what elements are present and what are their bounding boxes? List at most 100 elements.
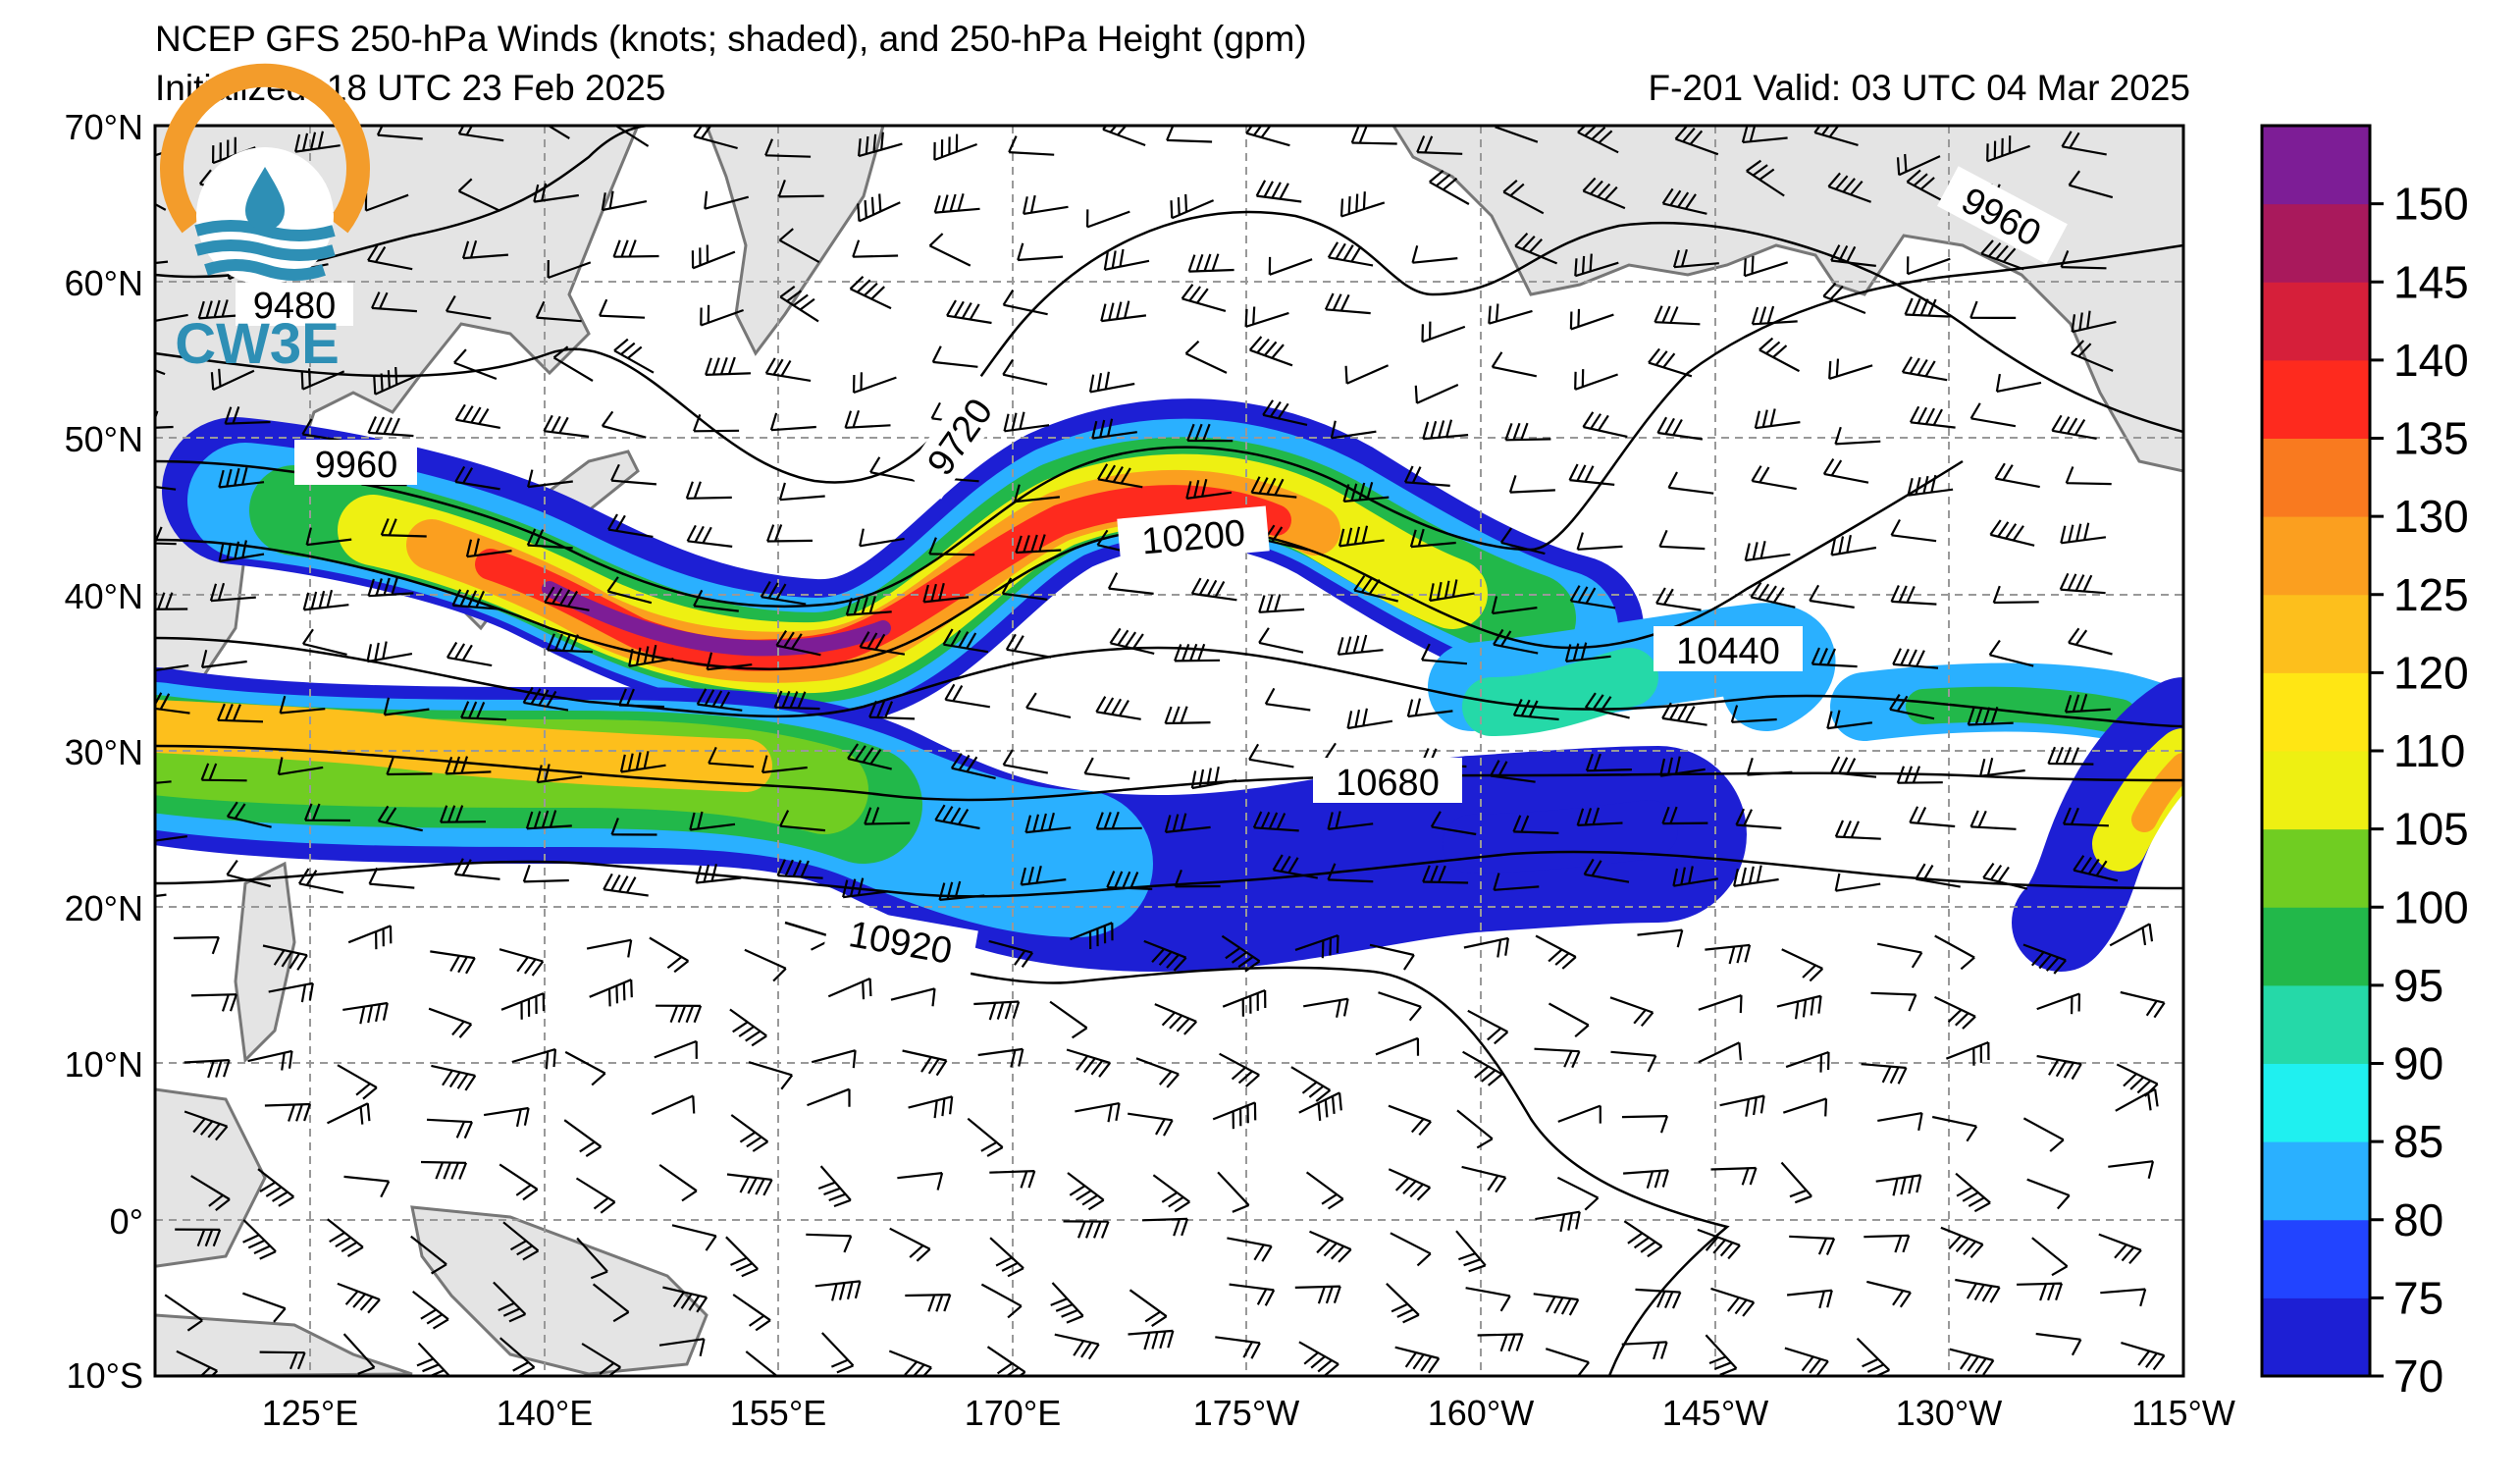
- wind-barb: [2073, 855, 2119, 882]
- wind-barb: [453, 858, 500, 880]
- wind-barb: [1186, 423, 1234, 443]
- wind-barb: [1455, 1230, 1487, 1273]
- wind-barb: [1422, 865, 1469, 884]
- wind-barb: [2060, 522, 2107, 545]
- wind-barb: [1465, 1287, 1511, 1312]
- wind-barb: [928, 233, 971, 267]
- wind-barb: [1212, 1101, 1257, 1130]
- wind-barb: [973, 1000, 1021, 1021]
- wind-barb: [821, 1332, 855, 1374]
- wind-barb: [1698, 994, 1743, 1014]
- wind-barb: [1330, 420, 1377, 440]
- wind-barb: [218, 467, 265, 489]
- wind-barb: [1969, 402, 2017, 428]
- wind-barb: [601, 410, 647, 439]
- wind-barb: [1789, 1235, 1836, 1255]
- wind-barb: [1585, 753, 1632, 772]
- wind-barb: [601, 190, 648, 212]
- land-kamchatka: [705, 126, 885, 356]
- wind-barb: [1128, 1112, 1174, 1137]
- colorbar-tick-label: 110: [2393, 725, 2465, 776]
- wind-barb: [2068, 627, 2113, 656]
- wind-barb: [2036, 992, 2081, 1015]
- wind-barb: [2071, 310, 2117, 334]
- wind-barb: [849, 276, 892, 310]
- wind-barb: [1411, 245, 1458, 264]
- wind-barb: [1290, 1066, 1332, 1102]
- wind-barb: [1890, 518, 1937, 543]
- wind-barb: [1979, 757, 2025, 777]
- wind-barb: [380, 518, 427, 538]
- lon-label: 130°W: [1896, 1393, 2002, 1433]
- colorbar-swatch: [2262, 516, 2370, 596]
- wind-barb: [761, 755, 808, 774]
- map-frame: [153, 124, 2185, 1378]
- wind-barb: [1674, 126, 1719, 156]
- colorbar-tick-label: 75: [2393, 1272, 2443, 1323]
- wind-barb: [950, 753, 996, 779]
- wind-barb: [1023, 194, 1069, 215]
- wind-barb: [1083, 757, 1130, 780]
- wind-barb: [1353, 575, 1398, 603]
- wind-barb: [1743, 255, 1789, 278]
- wind-barb: [656, 1004, 703, 1024]
- wind-barb: [428, 1007, 473, 1038]
- wind-barb: [1744, 541, 1791, 562]
- wind-barb: [944, 683, 990, 709]
- wind-barb: [1488, 303, 1533, 325]
- wind-barb: [526, 528, 573, 550]
- wind-barb: [1095, 811, 1142, 830]
- wind-barb: [371, 291, 417, 313]
- wind-barb: [1584, 692, 1630, 719]
- wind-barb: [1054, 1333, 1100, 1360]
- contour-label-group: 9480 9960 9720 10200 9960 10440 10680 1: [236, 166, 2068, 976]
- land-philippines: [234, 861, 296, 1064]
- wind-barb: [2061, 131, 2107, 156]
- wind-barb: [852, 372, 897, 395]
- wind-barb: [294, 131, 341, 153]
- wind-barb: [533, 183, 579, 203]
- wind-barb: [1556, 1176, 1600, 1211]
- colorbar-tick-label: 135: [2393, 413, 2469, 464]
- contour-10920: [155, 850, 2183, 898]
- lat-label: 50°N: [65, 419, 143, 459]
- wind-barb: [1394, 1346, 1441, 1374]
- wind-barb: [977, 1047, 1024, 1068]
- wind-barb: [259, 1351, 306, 1370]
- wind-barb: [1421, 643, 1467, 665]
- wind-barb: [725, 1236, 759, 1278]
- wind-barb: [1221, 934, 1261, 973]
- wind-barb: [864, 807, 911, 825]
- wind-barb: [1185, 479, 1233, 500]
- wind-barb: [1934, 934, 1975, 971]
- wind-barb: [1252, 811, 1299, 832]
- wind-barb: [155, 369, 166, 376]
- wind-barb: [1967, 707, 2014, 726]
- land-indonesia: [155, 1313, 413, 1376]
- wind-barb: [1609, 996, 1654, 1028]
- wind-barb: [922, 582, 970, 604]
- wind-barb: [654, 1039, 698, 1059]
- wind-barb: [1969, 810, 2017, 830]
- wind-barb: [262, 944, 308, 971]
- wind-barb: [1834, 820, 1881, 840]
- wind-barb: [1298, 1341, 1339, 1376]
- wind-barb: [302, 589, 349, 611]
- wind-barb: [859, 528, 905, 548]
- wind-barb: [934, 804, 980, 830]
- wind-barb: [1097, 463, 1143, 489]
- wind-barb: [1782, 1097, 1828, 1117]
- wind-barb: [305, 527, 352, 547]
- wind-barb: [1467, 1009, 1509, 1045]
- wind-barb: [454, 403, 500, 429]
- wind-barb: [430, 950, 476, 975]
- wind-barb: [1568, 463, 1615, 486]
- wind-barb: [1164, 813, 1211, 833]
- wind-barb: [704, 190, 749, 210]
- wind-barb: [2060, 249, 2107, 270]
- wind-barb: [342, 1333, 376, 1375]
- cw3e-logo: CW3E: [160, 63, 370, 376]
- wind-barb: [155, 592, 188, 610]
- wind-barb: [1826, 710, 1873, 730]
- wind-barb: [1906, 169, 1948, 204]
